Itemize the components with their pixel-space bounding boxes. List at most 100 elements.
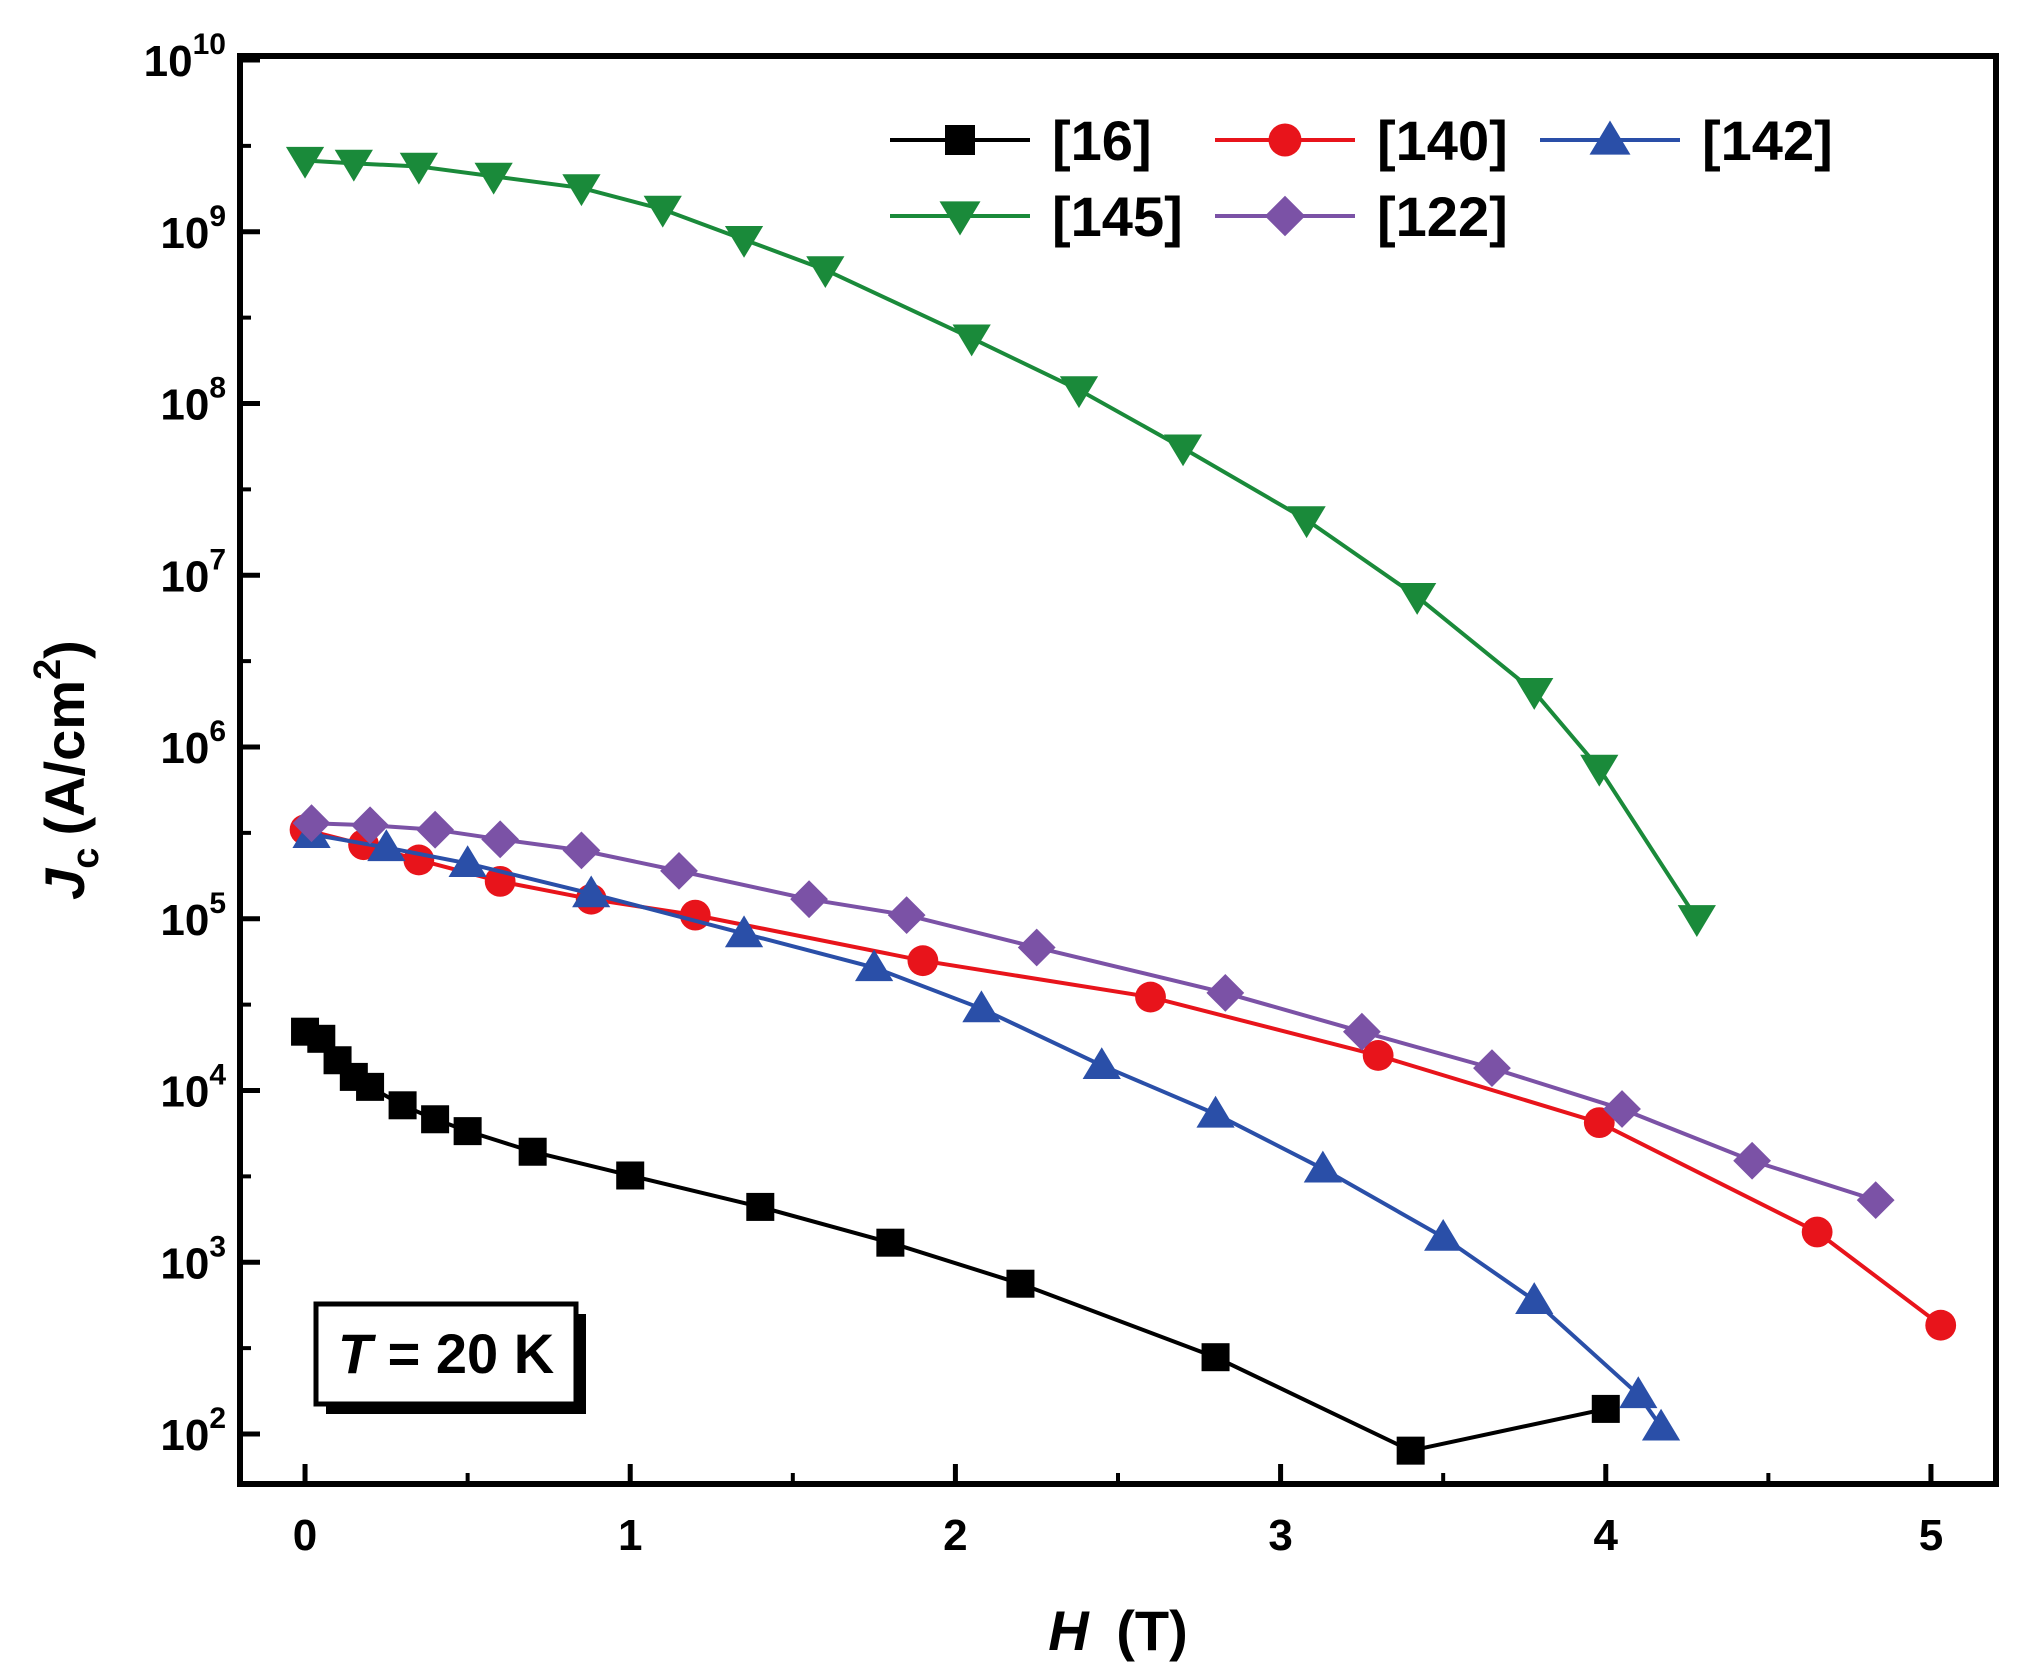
data-point [1677,905,1716,937]
series-layer [285,146,1957,1465]
data-point [790,880,828,919]
legend-marker [1589,120,1631,155]
data-point [806,256,845,289]
y-tick-label: 108 [160,372,226,430]
y-tick-label: 104 [160,1059,226,1117]
x-tick-label: 0 [293,1511,317,1560]
data-point [1135,981,1166,1013]
data-point [562,831,601,870]
data-point [1583,1107,1615,1139]
legend-label: [142] [1702,109,1833,172]
data-point [1006,1269,1035,1298]
data-point [481,820,520,859]
data-point [572,875,611,908]
data-point [1287,506,1326,539]
x-tick-label: 4 [1594,1511,1619,1560]
data-point [1856,1181,1895,1220]
data-point [1163,434,1203,467]
annotation-value: = 20 K [372,1322,554,1385]
y-axis-unit: (A/cm [33,680,96,836]
data-point [855,949,894,982]
y-tick-label: 102 [160,1402,226,1460]
series-0 [291,1017,1620,1465]
data-point [448,845,487,878]
legend-entry: [16] [890,109,1152,172]
data-point [952,324,991,357]
y-axis-unit-close: ) [33,640,96,659]
annotation-box [313,1301,579,1407]
data-point [1733,1141,1772,1180]
data-point [724,915,764,948]
data-point [746,1192,775,1221]
annotation-text: T = 20 K [338,1322,554,1385]
x-tick-label: 5 [1919,1511,1943,1560]
y-tick-label: 105 [160,887,226,945]
legend-marker [939,201,981,236]
y-axis-subscript: c [65,848,107,869]
data-point [356,1072,385,1101]
y-tick-label: 107 [160,543,226,601]
data-point [367,829,406,862]
series-2 [292,816,1681,1441]
data-point [1801,1216,1833,1248]
legend: [16] [140] [142] [145] [122] [890,109,1833,248]
legend-entry: [140] [1215,109,1508,172]
data-point [403,844,435,876]
data-point [876,1228,905,1257]
y-tick-label: 109 [160,200,226,258]
series-3 [285,146,1716,937]
series-line [304,158,1699,920]
data-point [887,896,926,935]
legend-marker [945,125,975,155]
data-point [1925,1309,1957,1341]
x-axis-variable: H [1048,1599,1090,1662]
data-point [285,146,325,179]
data-point [453,1117,482,1146]
data-point [1082,1047,1121,1080]
data-point [1591,1394,1620,1423]
data-point [1362,1040,1394,1071]
legend-label: [140] [1377,109,1508,172]
data-point [388,1091,417,1120]
data-point [1396,1436,1425,1465]
data-point [1580,754,1619,787]
x-tick-label: 2 [943,1511,967,1560]
legend-entry: [142] [1540,109,1833,172]
data-point [421,1105,450,1134]
data-point [1619,1376,1658,1409]
legend-label: [16] [1052,109,1152,172]
data-point [1641,1408,1681,1441]
data-point [907,945,939,977]
data-point [724,225,764,258]
legend-entry: [122] [1215,185,1508,248]
legend-marker [1264,195,1306,237]
data-point [1017,928,1056,967]
x-axis-unit: (T) [1116,1599,1188,1662]
data-point [660,851,698,890]
temperature-annotation: T = 20 K [313,1301,586,1414]
data-point [679,899,711,931]
y-axis-unit-superscript: 2 [27,659,69,680]
y-axis-variable: J [33,867,96,900]
data-point [643,195,682,228]
y-tick-label: 106 [160,715,226,773]
data-point [1398,583,1437,615]
annotation-variable: T [338,1322,377,1385]
data-point [1473,1049,1511,1088]
data-point [292,804,331,843]
data-point [1424,1218,1463,1251]
data-point [1303,1150,1342,1183]
data-point [1515,1282,1554,1315]
data-point [1059,376,1099,409]
data-point [351,806,389,845]
data-point [1515,678,1554,710]
series-4 [292,804,1895,1220]
x-tick-label: 1 [618,1511,642,1560]
x-axis-title: H (T) [1048,1599,1188,1662]
y-tick-label: 103 [160,1230,226,1288]
y-tick-label: 1010 [144,28,226,86]
y-axis: 102 103 104 105 106 107 108 109 1010 [144,28,260,1460]
data-point [1342,1012,1381,1051]
x-axis: 0 1 2 3 4 5 [293,1464,1943,1560]
